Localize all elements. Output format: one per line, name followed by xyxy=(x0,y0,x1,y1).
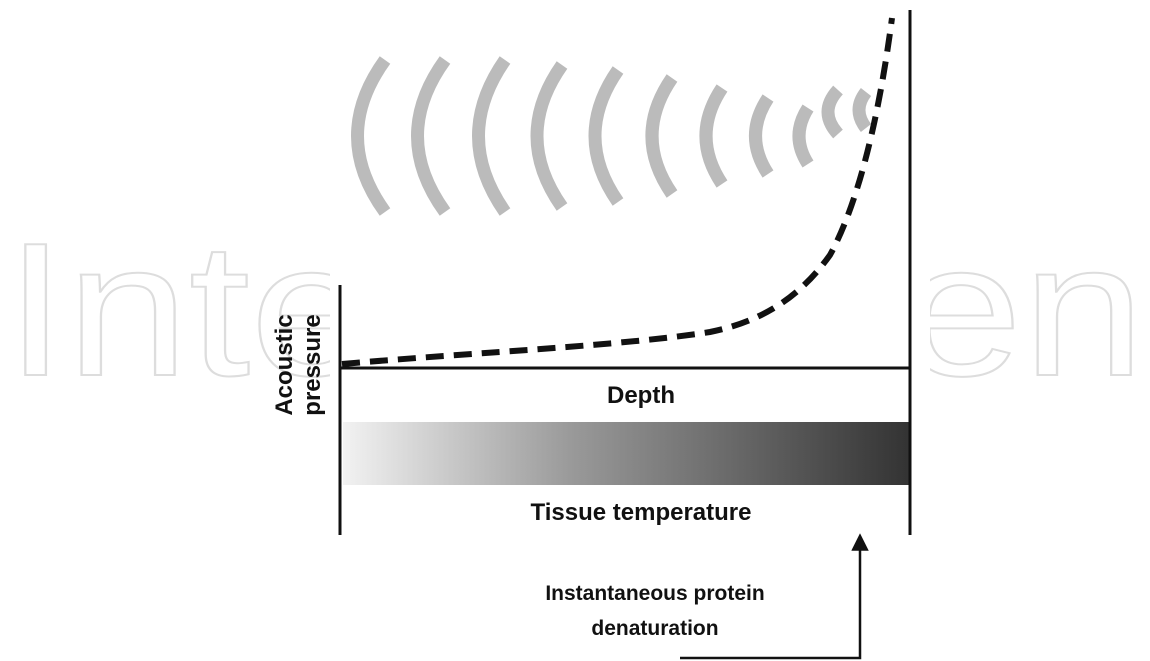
gradient-label: Tissue temperature xyxy=(531,499,752,526)
annotation: denaturation xyxy=(591,617,718,640)
y-axis-label: Acoustic xyxy=(271,314,298,415)
x-axis-label: Depth xyxy=(607,382,675,409)
y-axis-label: pressure xyxy=(299,314,326,415)
diagram: IntechOpen Acoustic pressure Depth Tissu… xyxy=(0,0,1150,661)
temperature-gradient xyxy=(343,422,910,485)
annotation: Instantaneous protein xyxy=(545,582,764,605)
